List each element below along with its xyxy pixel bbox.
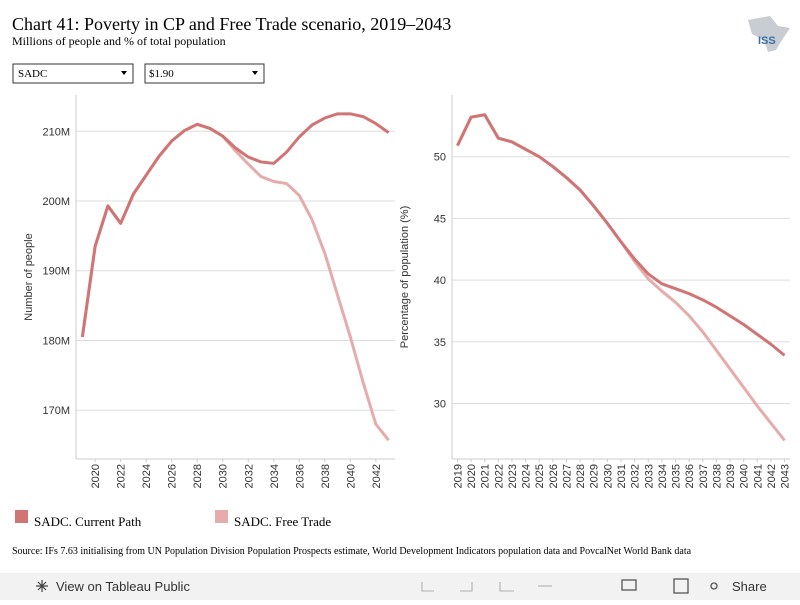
legend-swatch — [15, 510, 28, 523]
x-tick-label: 2025 — [534, 464, 546, 488]
view-text: View on Tableau Public — [56, 579, 190, 594]
legend: SADC. Current Path SADC. Free Trade — [15, 510, 331, 529]
x-tick-label: 2020 — [90, 464, 102, 488]
x-tick-label: 2034 — [269, 464, 281, 488]
y-tick-label: 40 — [434, 275, 446, 287]
x-tick-label: 2034 — [657, 464, 669, 488]
share-text[interactable]: Share — [732, 579, 767, 594]
dropdown-value: $1.90 — [149, 68, 174, 80]
x-tick-label: 2024 — [521, 464, 533, 488]
x-tick-label: 2028 — [575, 464, 587, 488]
y-axis-title: Percentage of population (%) — [399, 206, 411, 348]
dropdown-arrow — [121, 71, 127, 75]
x-tick-label: 2026 — [167, 464, 179, 488]
y-tick-label: 200M — [42, 196, 70, 208]
x-tick-label: 2022 — [493, 464, 505, 488]
x-tick-label: 2043 — [780, 464, 792, 488]
dropdown-arrow — [252, 71, 258, 75]
x-tick-label: 2032 — [630, 464, 642, 488]
icon — [36, 580, 48, 592]
x-tick-label: 2024 — [141, 464, 153, 488]
redo-icon[interactable] — [460, 582, 473, 592]
x-tick-label: 2042 — [766, 464, 778, 488]
x-tick-label: 2038 — [711, 464, 723, 488]
title: Chart 41: Poverty in CP and Free Trade s… — [12, 14, 451, 34]
series-line — [80, 112, 390, 338]
x-tick-label: 2028 — [192, 464, 204, 488]
x-tick-label: 2030 — [218, 464, 230, 488]
toolbar — [0, 573, 800, 600]
x-tick-label: 2032 — [243, 464, 255, 488]
series-line — [80, 122, 390, 442]
y-tick-label: 210M — [42, 126, 70, 138]
x-tick-label: 2040 — [739, 464, 751, 488]
view-link[interactable]: View on Tableau Public — [36, 579, 190, 594]
y-tick-label: 180M — [42, 335, 70, 347]
x-tick-label: 2040 — [345, 464, 357, 488]
series-line — [456, 113, 786, 442]
x-tick-label: 2030 — [602, 464, 614, 488]
x-tick-label: 2036 — [294, 464, 306, 488]
y-tick-label: 30 — [434, 398, 446, 410]
share-icon[interactable] — [710, 582, 718, 590]
dropdown-value: SADC — [18, 68, 47, 80]
y-tick-label: 190M — [42, 266, 70, 278]
x-tick-label: 2020 — [466, 464, 478, 488]
toolbar-icons — [421, 578, 718, 594]
logo-map — [748, 16, 790, 52]
dropdown[interactable] — [12, 63, 134, 84]
filter[interactable]: $1.90 — [144, 63, 265, 84]
revert-icon[interactable] — [499, 582, 514, 592]
x-tick-label: 2031 — [616, 464, 628, 488]
legend-label: SADC. Current Path — [34, 514, 142, 529]
x-tick-label: 2035 — [671, 464, 683, 488]
y-tick-label: 45 — [434, 213, 446, 225]
y-tick-label: 50 — [434, 152, 446, 164]
x-tick-label: 2037 — [698, 464, 710, 488]
x-tick-label: 2021 — [480, 464, 492, 488]
logo-text: ISS — [758, 35, 776, 47]
filter[interactable]: SADC — [12, 63, 134, 84]
y-tick-label: 35 — [434, 337, 446, 349]
x-tick-label: 2022 — [116, 464, 128, 488]
fullscreen-icon[interactable] — [673, 578, 689, 594]
dropdown[interactable] — [144, 63, 265, 84]
subtitle: Millions of people and % of total popula… — [12, 34, 226, 48]
y-tick-label: 170M — [42, 405, 70, 417]
x-tick-label: 2027 — [561, 464, 573, 488]
x-tick-label: 2042 — [371, 464, 383, 488]
series-line — [456, 113, 786, 357]
x-tick-label: 2039 — [725, 464, 737, 488]
x-tick-label: 2026 — [548, 464, 560, 488]
logo: ISS — [748, 16, 790, 52]
download-icon[interactable] — [621, 579, 637, 591]
x-tick-label: 2029 — [589, 464, 601, 488]
x-tick-label: 2036 — [684, 464, 696, 488]
y-axis-title: Number of people — [23, 233, 35, 320]
undo-icon[interactable] — [421, 582, 434, 592]
x-tick-label: 2019 — [452, 464, 464, 488]
x-tick-label: 2033 — [643, 464, 655, 488]
x-tick-label: 2023 — [507, 464, 519, 488]
x-tick-label: 2041 — [752, 464, 764, 488]
legend-label: SADC. Free Trade — [234, 514, 331, 529]
legend-swatch — [215, 510, 228, 523]
source: Source: IFs 7.63 initialising from UN Po… — [12, 546, 692, 557]
x-tick-label: 2038 — [320, 464, 332, 488]
